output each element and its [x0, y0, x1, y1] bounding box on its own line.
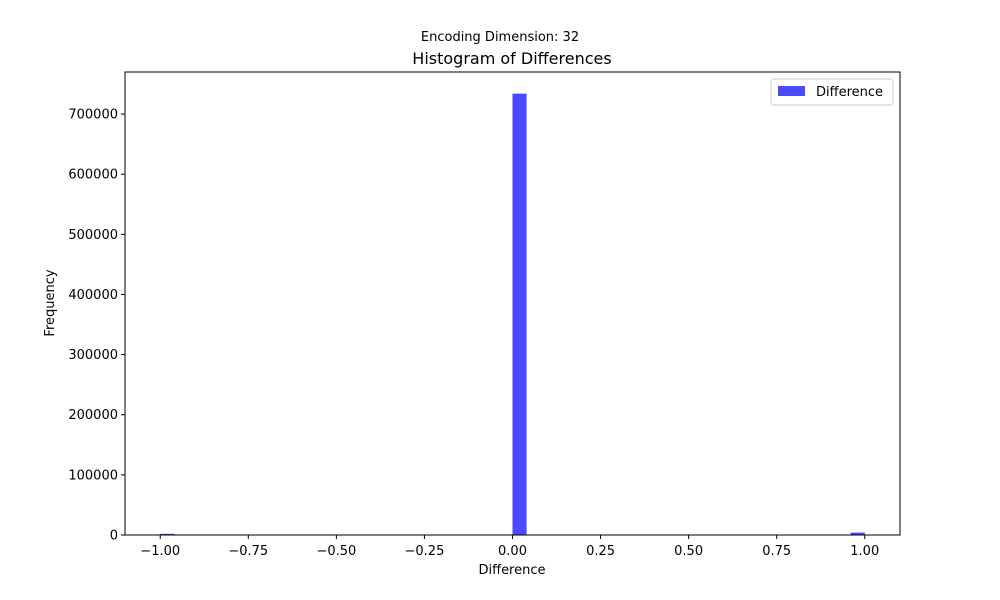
y-tick-label: 700000 [68, 108, 118, 123]
x-tick-label: 0.00 [498, 544, 527, 559]
chart-title: Histogram of Differences [412, 49, 611, 68]
y-tick-label: 300000 [68, 348, 118, 363]
x-axis-label: Difference [478, 563, 545, 578]
y-tick-label: 200000 [68, 408, 118, 423]
histogram-bar [512, 93, 527, 535]
y-tick-label: 600000 [68, 168, 118, 183]
x-tick-label: −0.50 [316, 544, 356, 559]
histogram-bar [160, 533, 175, 535]
x-tick-label: 0.50 [674, 544, 703, 559]
x-tick-label: 0.75 [762, 544, 791, 559]
legend-box [770, 78, 894, 106]
y-tick-label: 400000 [68, 288, 118, 303]
y-tick-label: 500000 [68, 228, 118, 243]
plot-area: −1.00 −0.75 −0.50 −0.25 0.00 0.25 0.50 0.75 1.00… [68, 71, 901, 559]
y-tick-label: 0 [110, 529, 118, 544]
chart-suptitle: Encoding Dimension: 32 [421, 30, 579, 45]
histogram-bar [850, 532, 865, 535]
x-tick-label: −1.00 [140, 544, 180, 559]
legend-label: Difference [816, 85, 883, 100]
legend-swatch [778, 86, 805, 96]
x-tick-label: −0.25 [405, 544, 445, 559]
y-axis-label: Frequency [43, 269, 58, 336]
legend: Difference [770, 78, 894, 106]
x-tick-label: 1.00 [850, 544, 879, 559]
x-tick-label: −0.75 [228, 544, 268, 559]
y-tick-label: 100000 [68, 468, 118, 483]
x-tick-label: 0.25 [586, 544, 615, 559]
